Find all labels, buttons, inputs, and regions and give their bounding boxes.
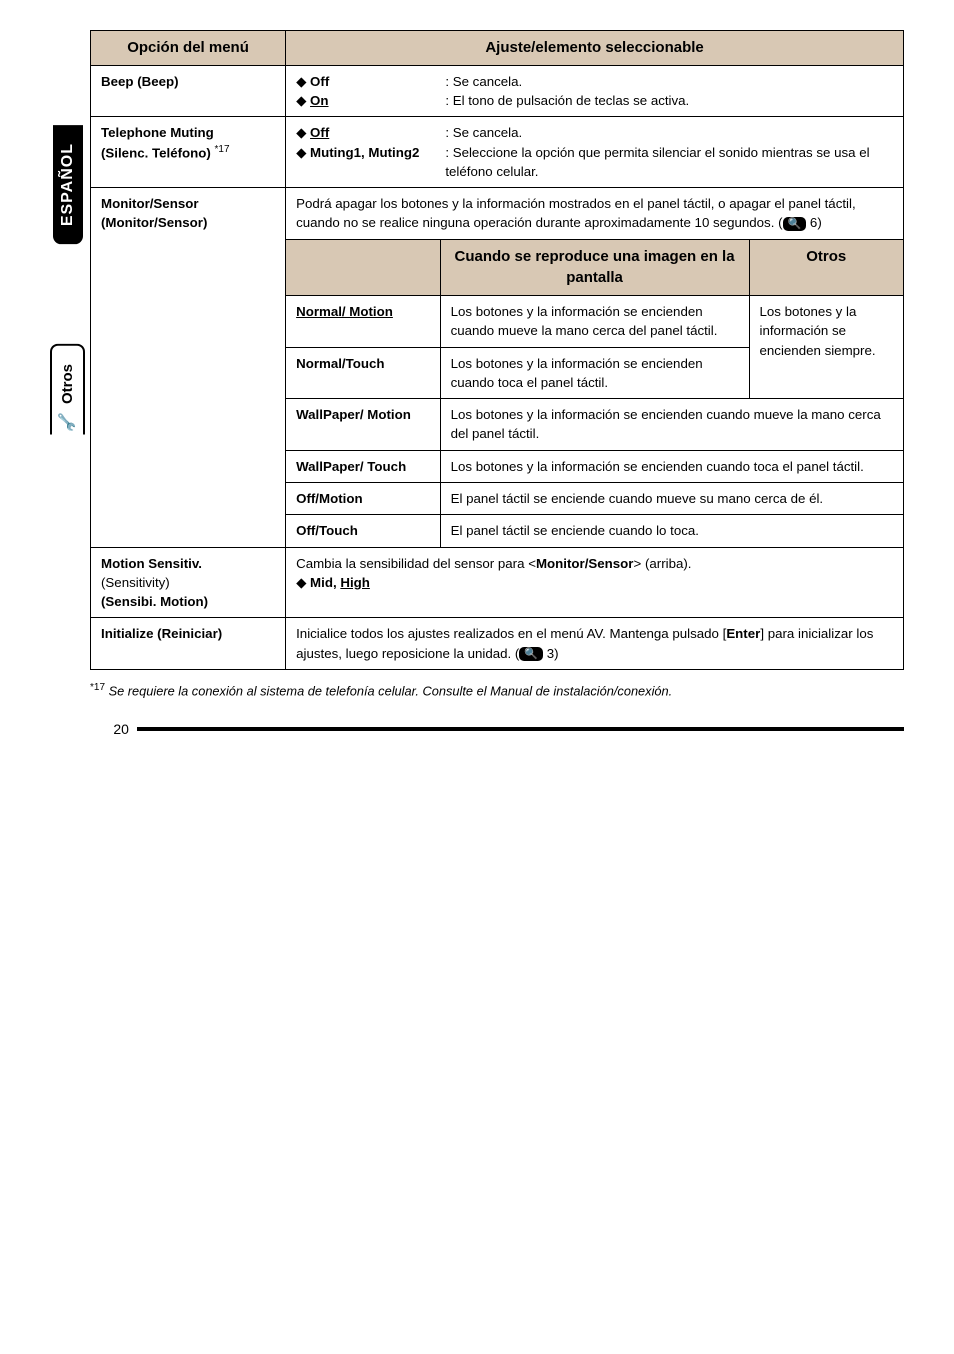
page-number: 20: [113, 721, 129, 737]
header-col1: Opción del menú: [91, 31, 286, 66]
side-tab-language: ESPAÑOL: [53, 125, 83, 244]
row-telephone: Telephone Muting (Silenc. Teléfono) *17 …: [91, 117, 904, 188]
diamond-icon: ◆: [296, 145, 306, 160]
initialize-desc: Inicialice todos los ajustes realizados …: [286, 618, 904, 670]
header-col2: Ajuste/elemento seleccionable: [286, 31, 904, 66]
motion-label2: (Sensitivity): [101, 575, 170, 590]
normal-touch-label: Normal/Touch: [286, 347, 440, 399]
footnote-text: Se requiere la conexión al sistema de te…: [105, 683, 672, 698]
normal-motion-desc: Los botones y la información se enciende…: [440, 296, 749, 348]
beep-off-desc: : Se cancela.: [445, 74, 522, 89]
footnote-sup: *17: [90, 682, 105, 693]
motion-sensitiv-label: Motion Sensitiv. (Sensitivity) (Sensibi.…: [91, 547, 286, 618]
diamond-icon: ◆: [296, 125, 306, 140]
beep-options: ◆ Off ◆ On : Se cancela. : El tono de pu…: [286, 65, 904, 117]
monitor-label1: Monitor/Sensor: [101, 196, 199, 211]
row-beep: Beep (Beep) ◆ Off ◆ On : Se cancela. : E…: [91, 65, 904, 117]
wallpaper-touch-label: WallPaper/ Touch: [286, 450, 440, 482]
subhdr-blank: [286, 239, 440, 296]
motion-label3: (Sensibi. Motion): [101, 594, 208, 609]
wrench-icon: 🔧: [59, 408, 76, 435]
row-motion-sensitiv: Motion Sensitiv. (Sensitivity) (Sensibi.…: [91, 547, 904, 618]
motion-opt: Mid,: [310, 575, 340, 590]
wallpaper-touch-desc: Los botones y la información se enciende…: [440, 450, 903, 482]
monitor-intro: Podrá apagar los botones y la informació…: [286, 188, 904, 240]
telephone-options: ◆ Off ◆ Muting1, Muting2 : Se cancela. :…: [286, 117, 904, 188]
wallpaper-motion-label: WallPaper/ Motion: [286, 399, 440, 451]
telephone-sup: *17: [215, 144, 230, 155]
tel-muting: Muting1, Muting2: [310, 145, 419, 160]
motion-label1: Motion Sensitiv.: [101, 556, 202, 571]
tel-muting-desc: : Seleccione la opción que permita silen…: [445, 145, 869, 179]
motion-text-a: Cambia la sensibilidad del sensor para <: [296, 556, 536, 571]
monitor-label2: (Monitor/Sensor): [101, 215, 207, 230]
off-motion-label: Off/Motion: [286, 482, 440, 514]
subhdr-right: Otros: [749, 239, 903, 296]
beep-off: Off: [310, 74, 329, 89]
otros-desc: Los botones y la información se enciende…: [749, 296, 903, 399]
wallpaper-motion-desc: Los botones y la información se enciende…: [440, 399, 903, 451]
row-initialize: Initialize (Reiniciar) Inicialice todos …: [91, 618, 904, 670]
initialize-label: Initialize (Reiniciar): [91, 618, 286, 670]
motion-sensitiv-desc: Cambia la sensibilidad del sensor para <…: [286, 547, 904, 618]
side-tab-section: 🔧 Otros: [50, 344, 85, 435]
monitor-intro-page: 6): [806, 215, 822, 230]
init-text-b: Enter: [726, 626, 760, 641]
tel-off-desc: : Se cancela.: [445, 125, 522, 140]
magnifier-icon: 🔍: [519, 647, 543, 661]
off-touch-desc: El panel táctil se enciende cuando lo to…: [440, 515, 903, 547]
telephone-label2: (Silenc. Teléfono): [101, 145, 215, 160]
page-footer: . 20: [90, 720, 904, 738]
tel-off: Off: [310, 125, 329, 140]
motion-text-b: Monitor/Sensor: [536, 556, 634, 571]
footnote: *17 Se requiere la conexión al sistema d…: [90, 682, 904, 698]
motion-opt-high: High: [340, 575, 370, 590]
beep-on: On: [310, 93, 328, 108]
normal-motion-label: Normal/ Motion: [286, 296, 440, 348]
init-text-d: 3): [543, 646, 559, 661]
telephone-label1: Telephone Muting: [101, 125, 214, 140]
side-tab-section-label: Otros: [59, 364, 76, 404]
magnifier-icon: 🔍: [783, 217, 807, 231]
beep-on-desc: : El tono de pulsación de teclas se acti…: [445, 93, 689, 108]
off-touch-label: Off/Touch: [286, 515, 440, 547]
settings-table: Opción del menú Ajuste/elemento seleccio…: [90, 30, 904, 670]
subhdr-mid: Cuando se reproduce una imagen en la pan…: [440, 239, 749, 296]
beep-label: Beep (Beep): [91, 65, 286, 117]
diamond-icon: ◆: [296, 93, 306, 108]
side-tab: ESPAÑOL 🔧 Otros: [50, 125, 85, 435]
off-motion-desc: El panel táctil se enciende cuando mueve…: [440, 482, 903, 514]
monitor-intro-text: Podrá apagar los botones y la informació…: [296, 196, 856, 230]
telephone-label: Telephone Muting (Silenc. Teléfono) *17: [91, 117, 286, 188]
diamond-icon: ◆: [296, 575, 306, 590]
normal-touch-desc: Los botones y la información se enciende…: [440, 347, 749, 399]
motion-text-c: > (arriba).: [633, 556, 691, 571]
monitor-label: Monitor/Sensor (Monitor/Sensor): [91, 188, 286, 547]
row-monitor-intro: Monitor/Sensor (Monitor/Sensor) Podrá ap…: [91, 188, 904, 240]
init-text-a: Inicialice todos los ajustes realizados …: [296, 626, 726, 641]
table-header-row: Opción del menú Ajuste/elemento seleccio…: [91, 31, 904, 66]
diamond-icon: ◆: [296, 74, 306, 89]
footer-bar: [137, 727, 904, 731]
